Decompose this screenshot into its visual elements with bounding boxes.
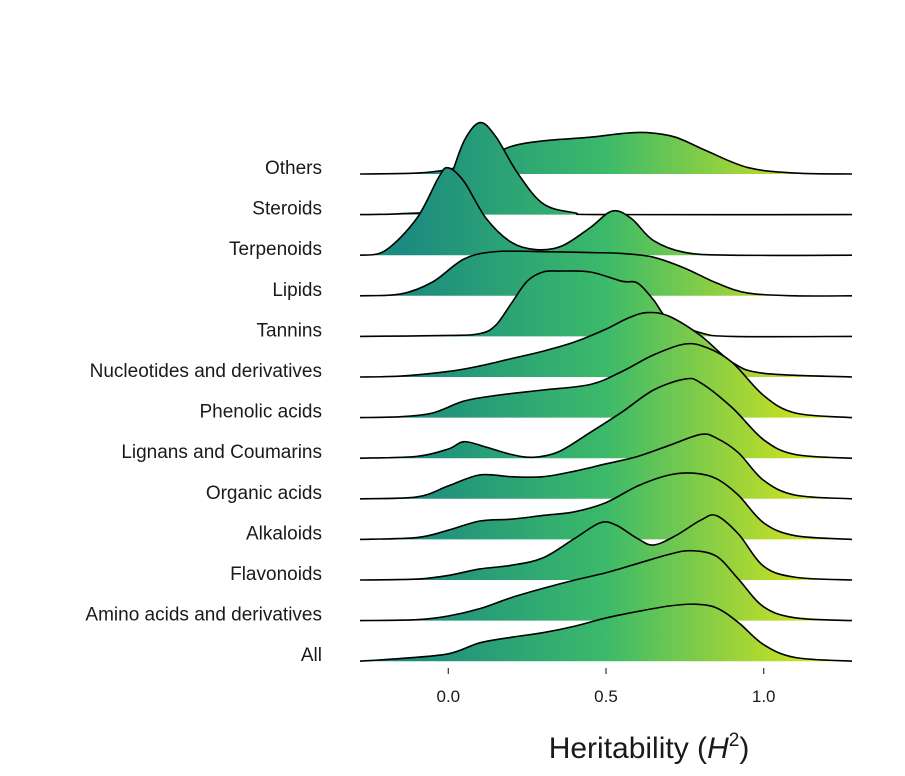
ridge-alkaloids [359,472,853,541]
ridge-phenolic-acids [359,342,853,419]
ridge-line-terpenoids [359,166,853,257]
ridge-fill-alkaloids [360,472,852,540]
category-label-alkaloids: Alkaloids [246,523,322,544]
category-label-tannins: Tannins [257,320,323,341]
ridge-organic-acids [359,433,853,500]
category-label-terpenoids: Terpenoids [229,239,322,260]
category-label-steroids: Steroids [252,199,322,220]
x-axis-title-close: ) [739,732,749,765]
ridge-fill-tannins [360,270,852,337]
ridge-all [359,603,853,662]
ridges-layer [359,121,853,662]
ridge-fill-phenolic-acids [360,343,852,418]
ridge-others [359,131,853,175]
ridge-fill-lipids [360,251,852,297]
category-label-lipids: Lipids [272,280,322,301]
category-label-nucleotides-and-derivatives: Nucleotides and derivatives [90,361,322,382]
ridge-lipids [359,250,853,297]
category-label-flavonoids: Flavonoids [230,564,322,585]
category-label-lignans-and-coumarins: Lignans and Coumarins [121,442,322,463]
ridge-amino-acids-and-derivatives [359,549,853,622]
ridge-fill-organic-acids [360,434,852,499]
ridge-line-alkaloids [359,472,853,541]
category-labels: Others Steroids Terpenoids Lipids Tannins Nuc… [85,158,322,666]
category-label-all: All [301,645,322,666]
ridge-line-amino-acids-and-derivatives [359,549,853,622]
ridge-fill-steroids [360,122,852,215]
ridge-lignans-and-coumarins [359,377,853,459]
ridge-fill-terpenoids [360,167,852,256]
ridge-fill-lignans-and-coumarins [360,378,852,459]
ridge-flavonoids [359,514,853,581]
x-axis-title: Heritability (H2) [549,730,750,765]
ridge-terpenoids [359,166,853,257]
category-label-others: Others [265,158,322,179]
x-tick-label-0.0: 0.0 [436,687,460,706]
x-tick-label-1.0: 1.0 [752,687,776,706]
ridge-line-all [359,603,853,662]
ridge-line-phenolic-acids [359,342,853,419]
ridge-line-organic-acids [359,433,853,500]
ridge-fill-all [360,604,852,662]
ridge-fill-flavonoids [360,514,852,580]
ridge-line-lipids [359,250,853,297]
category-label-amino-acids-and-derivatives: Amino acids and derivatives [85,605,322,626]
x-axis: 0.0 0.5 1.0 [436,668,776,706]
ridge-line-lignans-and-coumarins [359,377,853,459]
ridge-fill-amino-acids-and-derivatives [360,550,852,621]
category-label-organic-acids: Organic acids [206,483,322,504]
ridge-line-flavonoids [359,514,853,581]
ridge-fill-others [360,132,852,174]
x-axis-title-main: Heritability ( [549,732,707,765]
category-label-phenolic-acids: Phenolic acids [199,402,322,423]
x-tick-label-0.5: 0.5 [594,687,618,706]
x-axis-title-var: H [707,732,729,765]
x-axis-title-sup: 2 [729,730,740,751]
